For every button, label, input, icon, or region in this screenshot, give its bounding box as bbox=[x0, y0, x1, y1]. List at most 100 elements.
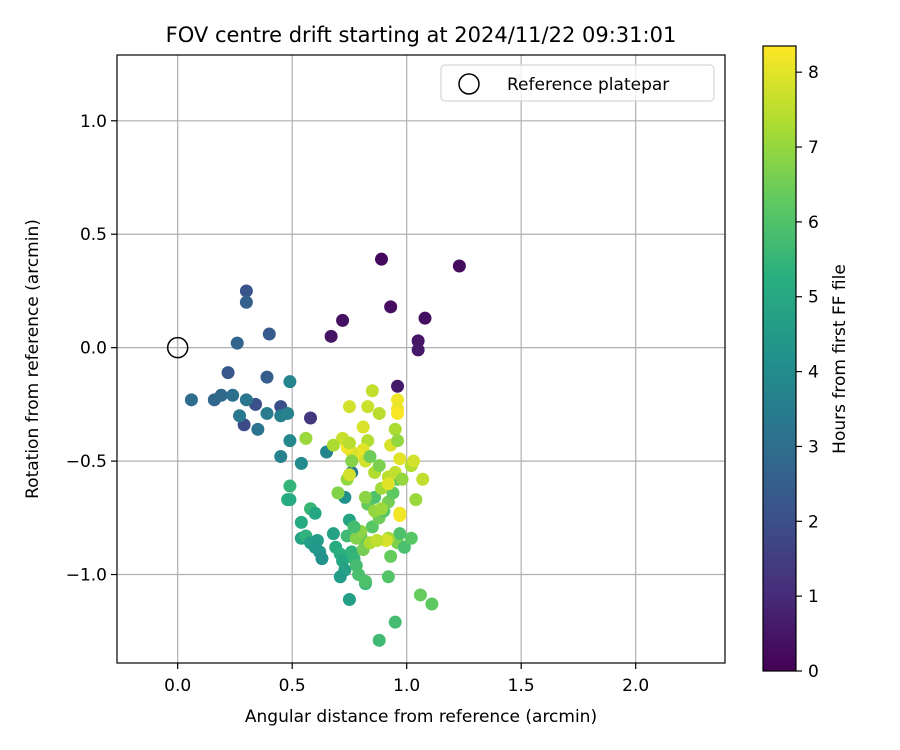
data-point bbox=[221, 366, 235, 380]
data-point bbox=[345, 454, 359, 468]
colorbar-tick-label: 3 bbox=[808, 437, 819, 457]
data-point bbox=[411, 334, 425, 348]
data-point bbox=[413, 588, 427, 602]
x-tick-label: 2.0 bbox=[622, 676, 649, 696]
data-point bbox=[333, 570, 347, 584]
data-point bbox=[363, 450, 377, 464]
x-axis-label: Angular distance from reference (arcmin) bbox=[245, 707, 597, 727]
y-axis-label: Rotation from reference (arcmin) bbox=[23, 219, 43, 499]
data-point bbox=[391, 434, 405, 448]
y-tick-label: 0.0 bbox=[80, 339, 107, 359]
data-point bbox=[365, 520, 379, 534]
data-point bbox=[372, 633, 386, 647]
y-tick-label: 0.5 bbox=[80, 225, 107, 245]
colorbar-tick-label: 0 bbox=[808, 662, 819, 682]
data-point bbox=[230, 336, 244, 350]
data-point bbox=[342, 468, 356, 482]
colorbar-ticks: 0 1 2 3 4 5 6 7 8 bbox=[796, 63, 819, 682]
x-tick-label: 0.0 bbox=[164, 676, 191, 696]
legend: Reference platepar bbox=[440, 64, 715, 102]
colorbar-tick-label: 1 bbox=[808, 587, 819, 607]
data-point bbox=[418, 311, 432, 325]
plot-frame bbox=[116, 54, 726, 664]
data-point bbox=[358, 490, 372, 504]
data-point bbox=[397, 540, 411, 554]
data-point bbox=[356, 420, 370, 434]
legend-marker-reference bbox=[458, 73, 480, 95]
colorbar: 0 1 2 3 4 5 6 7 8 Hours from first FF file bbox=[762, 45, 850, 682]
data-point bbox=[372, 406, 386, 420]
data-point bbox=[315, 552, 329, 566]
y-tick-label: −1.0 bbox=[66, 566, 107, 586]
data-point bbox=[381, 477, 395, 491]
colorbar-tick-label: 5 bbox=[808, 288, 819, 308]
data-point bbox=[308, 506, 322, 520]
data-point bbox=[260, 406, 274, 420]
data-point bbox=[370, 533, 384, 547]
colorbar-gradient bbox=[762, 45, 797, 672]
data-point bbox=[342, 400, 356, 414]
data-point bbox=[281, 406, 295, 420]
colorbar-tick-label: 2 bbox=[808, 512, 819, 532]
y-tick-label: 1.0 bbox=[80, 112, 107, 132]
data-point bbox=[251, 422, 265, 436]
data-point bbox=[283, 375, 297, 389]
x-tick-label: 1.0 bbox=[393, 676, 420, 696]
data-point bbox=[233, 409, 247, 423]
data-point bbox=[384, 549, 398, 563]
data-point bbox=[388, 615, 402, 629]
legend-entry-reference: Reference platepar bbox=[507, 75, 669, 95]
data-point bbox=[342, 592, 356, 606]
data-point bbox=[274, 450, 288, 464]
data-point bbox=[184, 393, 198, 407]
data-point bbox=[347, 520, 361, 534]
data-point bbox=[407, 454, 421, 468]
data-point bbox=[393, 506, 407, 520]
colorbar-tick-label: 8 bbox=[808, 63, 819, 83]
colorbar-tick-label: 6 bbox=[808, 213, 819, 233]
data-point bbox=[395, 472, 409, 486]
chart-title: FOV centre drift starting at 2024/11/22 … bbox=[166, 23, 677, 47]
data-point bbox=[260, 370, 274, 384]
data-point bbox=[381, 570, 395, 584]
data-point bbox=[416, 472, 430, 486]
data-point bbox=[283, 493, 297, 507]
x-axis-ticks: 0.0 0.5 1.0 1.5 2.0 bbox=[164, 663, 649, 696]
data-point bbox=[384, 300, 398, 314]
data-point bbox=[326, 438, 340, 452]
data-point bbox=[294, 515, 308, 529]
data-point bbox=[368, 490, 382, 504]
data-point bbox=[283, 434, 297, 448]
data-point bbox=[294, 456, 308, 470]
data-point bbox=[239, 295, 253, 309]
data-point bbox=[374, 502, 388, 516]
data-point bbox=[324, 329, 338, 343]
data-points bbox=[184, 252, 466, 647]
reference-point bbox=[166, 336, 189, 359]
data-point bbox=[452, 259, 466, 273]
data-point bbox=[404, 531, 418, 545]
data-point bbox=[239, 284, 253, 298]
legend-box bbox=[440, 64, 715, 102]
grid bbox=[117, 55, 725, 663]
data-point bbox=[239, 393, 253, 407]
data-point bbox=[365, 384, 379, 398]
data-point bbox=[342, 436, 356, 450]
reference-marker bbox=[166, 336, 189, 359]
data-point bbox=[388, 422, 402, 436]
x-tick-label: 0.5 bbox=[279, 676, 306, 696]
data-point bbox=[409, 493, 423, 507]
data-point bbox=[358, 574, 372, 588]
data-point bbox=[283, 479, 297, 493]
colorbar-label: Hours from first FF file bbox=[830, 264, 850, 454]
data-point bbox=[393, 452, 407, 466]
data-point bbox=[262, 327, 276, 341]
data-point bbox=[361, 400, 375, 414]
data-point bbox=[391, 379, 405, 393]
data-point bbox=[379, 533, 393, 547]
data-point bbox=[391, 393, 405, 407]
data-point bbox=[214, 388, 228, 402]
x-tick-label: 1.5 bbox=[508, 676, 535, 696]
data-point bbox=[393, 527, 407, 541]
colorbar-tick-label: 4 bbox=[808, 363, 819, 383]
